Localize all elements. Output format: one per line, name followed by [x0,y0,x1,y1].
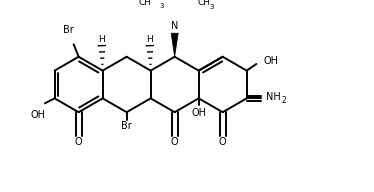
Text: CH: CH [198,0,211,7]
Text: O: O [171,137,178,147]
Polygon shape [171,33,178,57]
Text: OH: OH [263,56,278,66]
Text: OH: OH [191,108,206,118]
Text: 3: 3 [159,3,164,9]
Text: Br: Br [63,25,74,35]
Text: Br: Br [121,121,132,131]
Text: N: N [171,22,178,31]
Text: 2: 2 [281,96,286,105]
Text: O: O [75,137,82,147]
Text: H: H [147,35,153,44]
Text: 3: 3 [209,3,214,10]
Text: CH: CH [139,0,151,7]
Text: NH: NH [266,93,281,103]
Text: O: O [219,137,227,147]
Text: H: H [98,35,105,44]
Text: OH: OH [31,110,46,120]
